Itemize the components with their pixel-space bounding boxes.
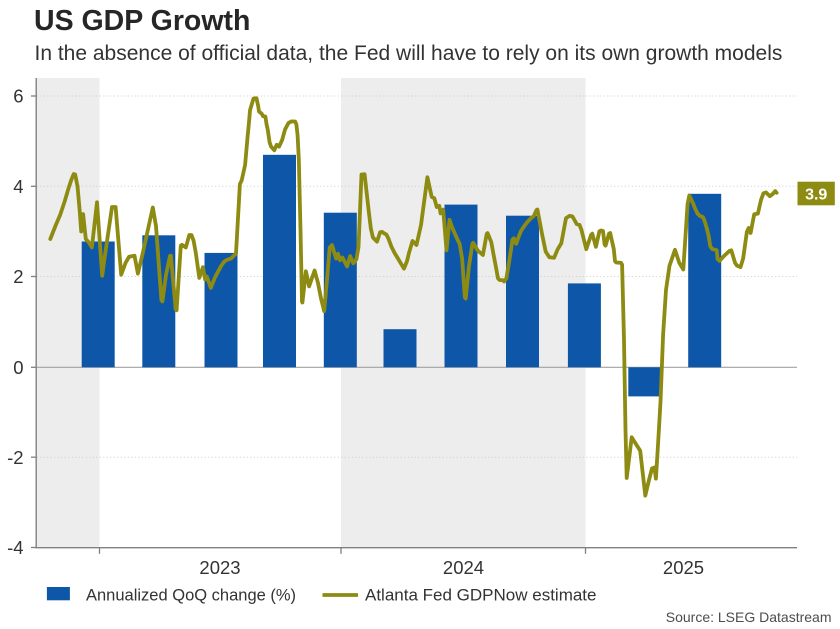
svg-text:3.9: 3.9	[805, 186, 827, 203]
svg-text:Atlanta Fed GDPNow estimate: Atlanta Fed GDPNow estimate	[365, 585, 596, 604]
svg-text:2024: 2024	[443, 557, 484, 578]
svg-text:-2: -2	[7, 447, 23, 468]
svg-text:6: 6	[13, 86, 23, 107]
svg-text:4: 4	[13, 176, 23, 197]
svg-text:2: 2	[13, 266, 23, 287]
svg-text:Source: LSEG Datastream: Source: LSEG Datastream	[666, 609, 832, 625]
svg-text:-4: -4	[7, 537, 23, 558]
svg-text:2023: 2023	[199, 557, 240, 578]
svg-text:2025: 2025	[663, 557, 704, 578]
svg-text:Annualized QoQ change (%): Annualized QoQ change (%)	[86, 586, 296, 604]
svg-text:0: 0	[13, 357, 23, 378]
